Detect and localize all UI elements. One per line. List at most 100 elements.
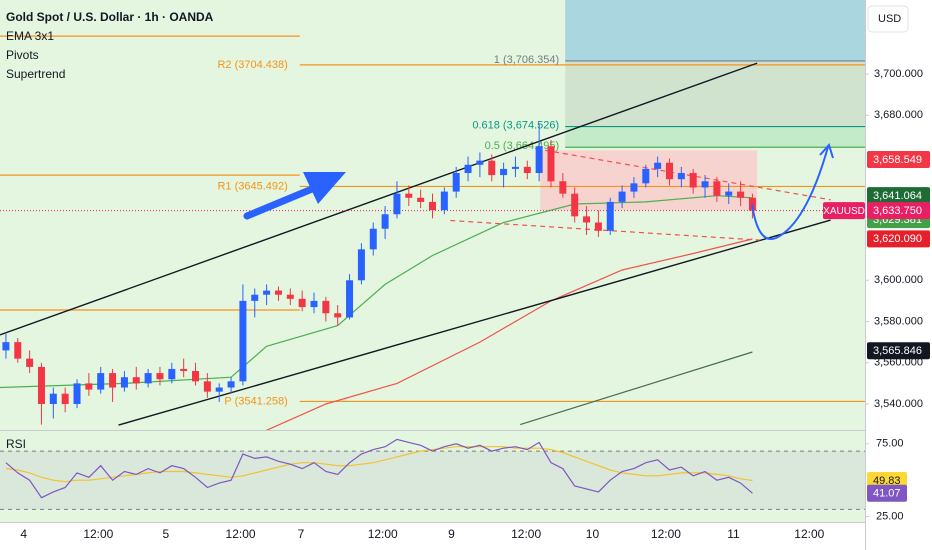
candle-body [203,381,211,392]
y-tick-label: 3,560.000 [874,357,923,369]
candle-body [227,381,235,388]
price-tag-label: 3,633.750 [873,205,922,217]
candle-body [26,358,34,367]
candle-body [725,191,733,196]
arrow [243,185,316,220]
rsi-line [5,438,753,499]
price-tag [867,202,930,220]
currency[interactable]: USD [878,13,901,25]
price-tag-label: 3,565.846 [873,345,922,357]
x-tick-label: 12:00 [83,527,113,541]
overlay-line [118,219,831,426]
arrow-head [819,143,834,159]
candle-body [357,249,365,281]
zone [565,0,865,61]
x-tick-label: 9 [448,527,455,541]
price-tag [867,187,930,205]
candle-body [49,393,57,405]
candle-body [523,166,531,174]
candle-body [73,383,81,405]
candle-body [2,342,10,351]
candle-body [677,173,685,180]
y-tick-label: 3,540.000 [874,398,923,410]
candle-body [298,298,306,308]
rsi-tag [867,484,907,502]
x-tick-label: 12:00 [794,527,824,541]
y-tick-label: 3,600.000 [874,274,923,286]
fib-label: 0.618 (3,674.526) [472,119,559,131]
annotation-arrows [243,143,834,240]
x-tick-label: 12:00 [368,527,398,541]
x-tick-label: 12:00 [226,527,256,541]
x-tick-label: 11 [727,527,740,541]
candle-body [689,173,697,188]
candle-body [654,162,662,169]
candle-body [547,146,555,182]
time-axis-background [0,522,865,550]
candle-body [393,193,401,215]
pivot-label: R2 (3704.438) [217,59,287,71]
x-tick-label: 12:00 [511,527,541,541]
currency-button[interactable] [867,5,909,33]
rsi-tag [867,471,907,489]
candle-body [239,300,247,382]
candle-body [642,168,650,184]
overlay-line [265,238,753,430]
candle-body [215,387,223,392]
y-tick-label: 3,680.000 [874,109,923,121]
rsi-tag-label: 41.07 [873,488,901,500]
candle-body [452,173,460,192]
overlay-line [520,351,753,426]
candle-body [476,160,484,165]
candle-body [535,146,543,174]
candle-body [488,160,496,176]
rsi-y-tick-label: 25.00 [876,511,904,523]
arrow [751,146,829,240]
indicator-label: EMA 3x1 [6,29,54,43]
candle-body [737,191,745,198]
rsi-tag-label: 49.83 [873,475,901,487]
candle-body [571,193,579,217]
indicator-label: Pivots [6,48,39,62]
fib-label: 1 (3,706.354) [494,54,559,66]
candle-body [511,166,519,169]
candle-body [251,294,259,301]
candle-body [618,191,626,202]
candle-body [180,368,188,372]
y-tick-label: 3,700.000 [874,68,923,80]
candle-body [286,294,294,299]
candle-body [381,214,389,229]
candle-body [61,393,69,405]
rsi-pane [0,438,865,510]
price-axis-background [865,0,932,550]
candle-body [369,228,377,250]
x-tick-label: 10 [586,527,600,541]
legend: Gold Spot / U.S. Dollar · 1h · OANDA EMA… [6,10,214,451]
candle-body [417,197,425,202]
candle-body [464,164,472,174]
arrow-head [303,172,346,204]
candle-body [701,181,709,188]
candle-body [630,183,638,192]
candle-body [500,168,508,176]
price-tag [867,342,930,360]
candle-body [310,300,318,308]
candle-body [156,373,164,380]
axes: 3,540.000 3,560.000 3,580.000 3,600.000 3,68… [20,68,930,541]
candle-body [132,377,140,384]
overlay-line [450,219,760,241]
candle-body [713,181,721,196]
candle-body [109,373,117,388]
y-tick-label: 3,580.000 [874,315,923,327]
candle-body [192,371,200,382]
chart-title: Gold Spot / U.S. Dollar · 1h · OANDA [6,10,214,24]
pivot-label: R1 (3645.492) [217,180,287,192]
overlay-line [0,195,753,389]
x-tick-label: 5 [163,527,170,541]
zone [565,60,865,127]
price-tag-label: 3,641.064 [873,190,922,202]
candle-body [144,373,152,384]
x-tick-label: 7 [298,527,305,541]
